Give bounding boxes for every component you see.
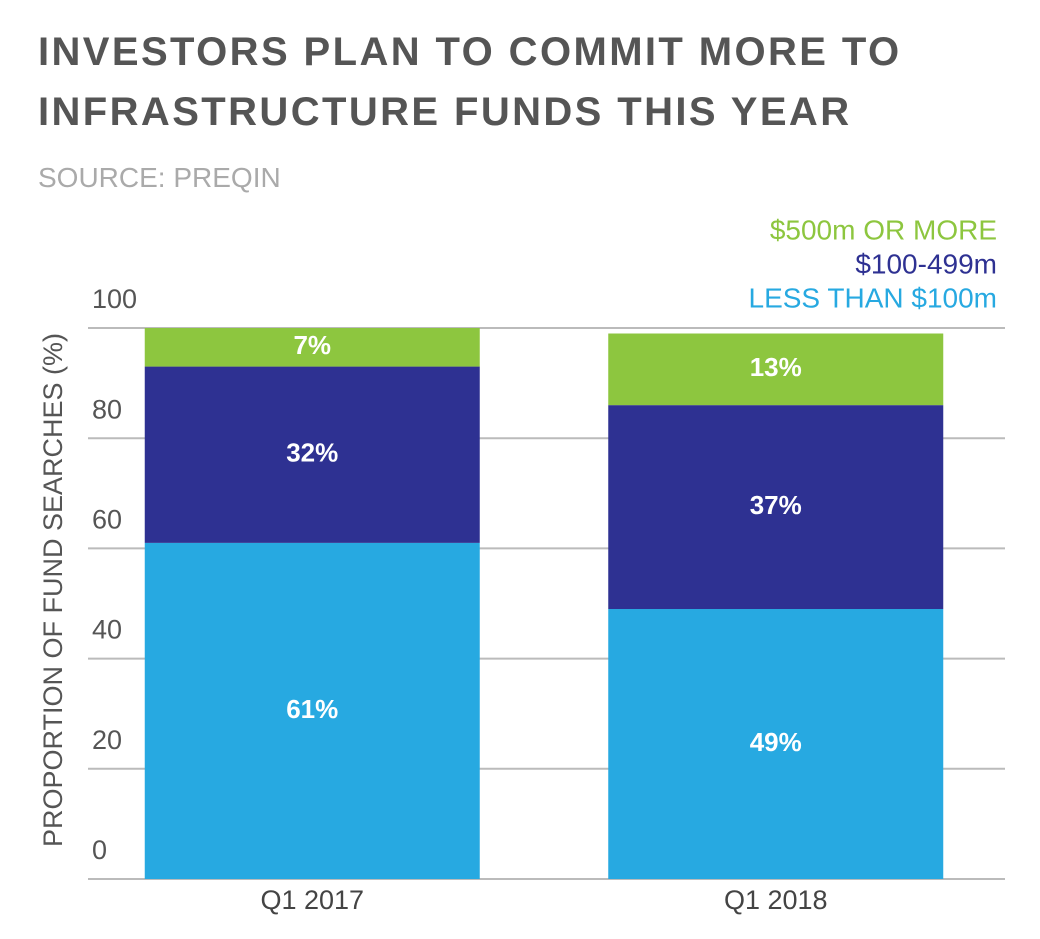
legend-entry: $500m OR MORE (770, 214, 997, 245)
y-tick-label: 100 (92, 284, 137, 314)
data-label: 49% (750, 727, 802, 757)
legend-entry: $100-499m (855, 248, 997, 279)
y-tick-label: 80 (92, 394, 122, 424)
bar-segment (608, 405, 944, 610)
x-tick-label: Q1 2018 (724, 885, 828, 915)
bar-segment (144, 542, 480, 879)
data-label: 61% (286, 694, 338, 724)
chart-subtitle: SOURCE: PREQIN (38, 162, 281, 193)
bar-segment (608, 609, 944, 879)
y-tick-label: 40 (92, 615, 122, 645)
y-tick-label: 60 (92, 505, 122, 535)
y-tick-label: 0 (92, 835, 107, 865)
legend-entry: LESS THAN $100m (749, 282, 998, 313)
data-label: 13% (750, 352, 802, 382)
bar-segment (144, 366, 480, 543)
y-axis-label: PROPORTION OF FUND SEARCHES (%) (38, 333, 68, 847)
data-label: 37% (750, 490, 802, 520)
y-tick-label: 20 (92, 725, 122, 755)
data-label: 32% (286, 438, 338, 468)
data-label: 7% (293, 330, 331, 360)
x-tick-label: Q1 2017 (260, 885, 364, 915)
bar-segment (608, 333, 944, 406)
bar-segment (144, 328, 480, 367)
chart-title: INVESTORS PLAN TO COMMIT MORE TO INFRAST… (38, 30, 902, 134)
